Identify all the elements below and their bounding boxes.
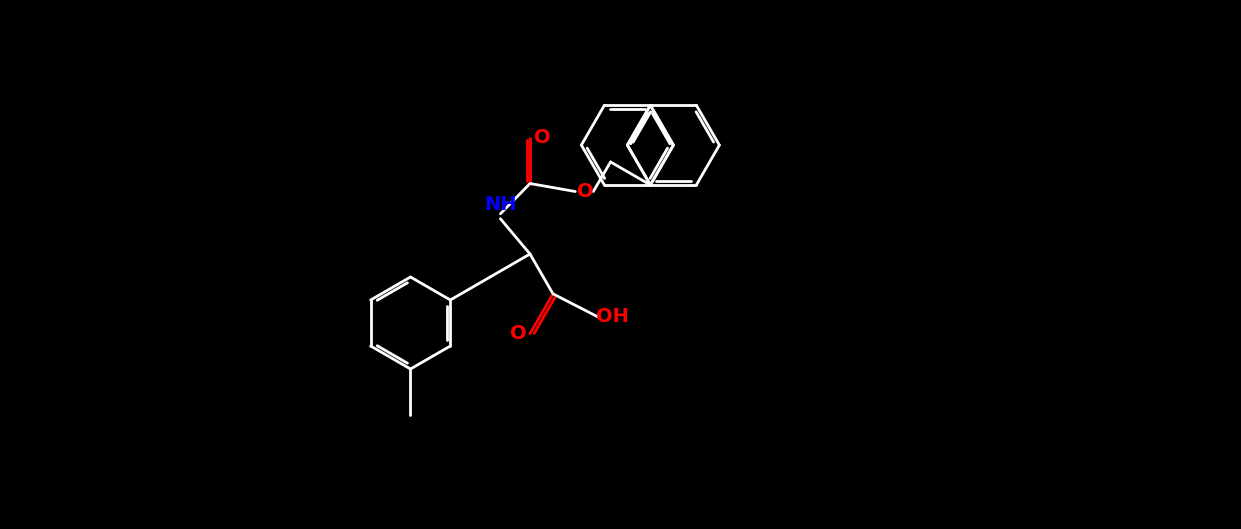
Text: O: O [510,324,526,343]
Text: O: O [534,128,550,147]
Text: NH: NH [484,195,516,214]
Text: O: O [577,182,593,201]
Text: OH: OH [597,307,629,326]
